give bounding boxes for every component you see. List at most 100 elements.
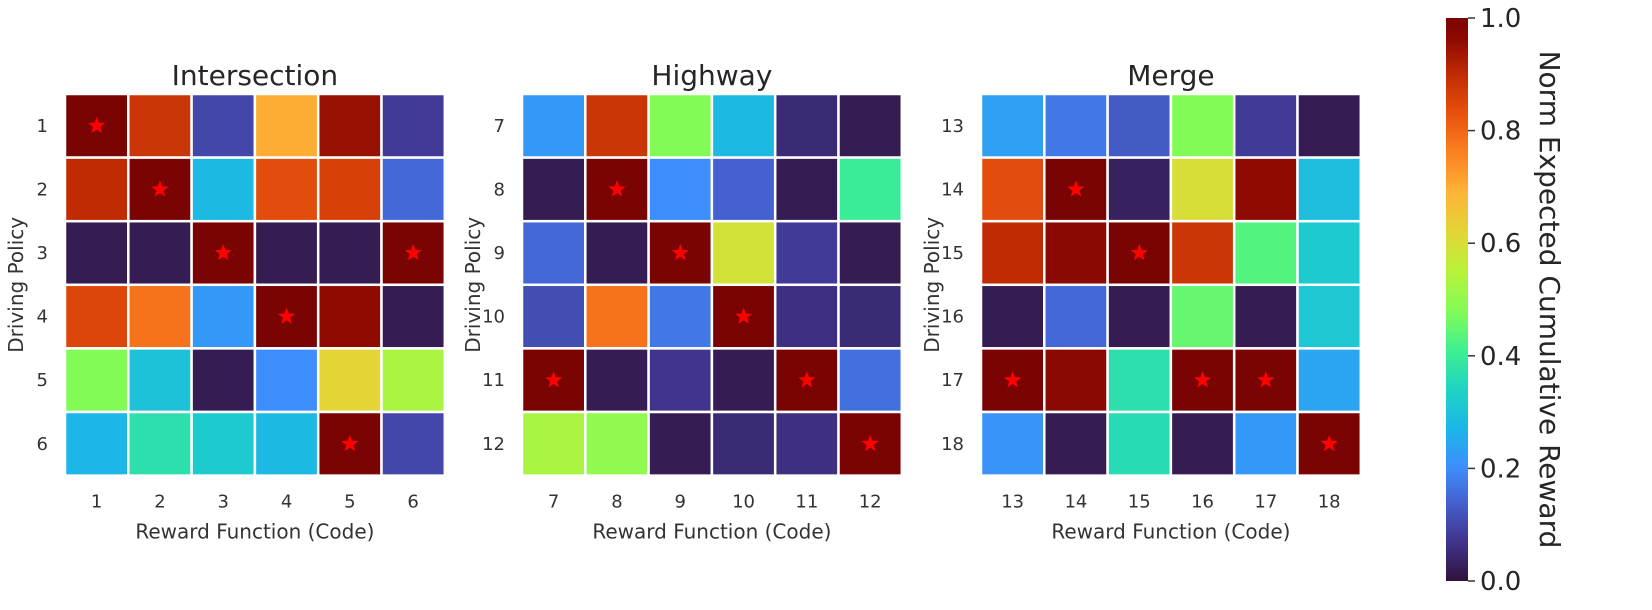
heatmap-cells bbox=[979, 92, 1363, 477]
heatmap-cell bbox=[1296, 156, 1363, 223]
heatmap-cell bbox=[380, 410, 447, 477]
y-axis-label: Driving Policy bbox=[4, 217, 28, 353]
heatmap-cell bbox=[63, 219, 130, 287]
y-tick-label: 4 bbox=[37, 307, 48, 328]
colorbar-tick-label: 0.8 bbox=[1480, 117, 1521, 147]
heatmap-cell bbox=[380, 347, 447, 414]
heatmap-cell bbox=[190, 283, 257, 350]
x-tick-label: 4 bbox=[281, 492, 292, 513]
x-tick-label: 9 bbox=[675, 492, 686, 513]
heatmap-cell bbox=[253, 410, 320, 477]
heatmap-cell bbox=[1106, 410, 1173, 477]
x-tick-label: 16 bbox=[1191, 492, 1214, 513]
star-marker bbox=[734, 307, 753, 324]
heatmap-panel-intersection: Intersection 1 2 3 4 5 6 1 2 3 4 5 6 Reward Function … bbox=[4, 59, 447, 544]
heatmap-cell bbox=[127, 92, 193, 159]
star-marker bbox=[1130, 244, 1148, 261]
heatmap-cell bbox=[1169, 156, 1236, 223]
y-tick-label: 12 bbox=[482, 434, 505, 455]
x-tick-label: 11 bbox=[795, 492, 818, 513]
heatmap-cell bbox=[127, 219, 193, 287]
x-tick-label: 14 bbox=[1064, 492, 1087, 513]
y-tick-label: 17 bbox=[941, 370, 964, 391]
heatmap-cell bbox=[520, 410, 587, 477]
heatmap-cell bbox=[773, 410, 840, 477]
star-marker bbox=[608, 180, 626, 197]
star-marker bbox=[1067, 180, 1085, 197]
colorbar-tick-label: 0.0 bbox=[1480, 567, 1521, 597]
x-tick-label: 12 bbox=[859, 492, 882, 513]
heatmap-cell bbox=[127, 347, 193, 414]
heatmap-cells bbox=[520, 92, 904, 477]
heatmap-cell bbox=[253, 156, 320, 223]
star-marker bbox=[861, 434, 879, 452]
heatmap-cell bbox=[1043, 219, 1109, 287]
star-marker bbox=[671, 244, 689, 261]
heatmap-cell bbox=[63, 347, 130, 414]
heatmap-cell bbox=[837, 156, 904, 223]
heatmap-panel-highway: Highway 7 8 9 10 11 12 7 8 9 10 11 12 Reward Function… bbox=[461, 59, 904, 544]
heatmap-cell bbox=[316, 92, 383, 159]
x-tick-label: 2 bbox=[154, 492, 165, 513]
y-tick-label: 15 bbox=[941, 243, 964, 264]
heatmap-cell bbox=[316, 156, 383, 223]
panel-title: Highway bbox=[651, 59, 772, 92]
heatmap-cell bbox=[190, 410, 257, 477]
colorbar-tick-label: 0.2 bbox=[1480, 454, 1521, 484]
x-tick-label: 10 bbox=[732, 492, 755, 513]
heatmap-cell bbox=[710, 156, 777, 223]
star-marker bbox=[341, 434, 359, 452]
star-marker bbox=[1257, 371, 1275, 388]
heatmap-cell bbox=[127, 410, 193, 477]
heatmap-cell bbox=[773, 283, 840, 350]
heatmap-cell bbox=[520, 92, 587, 159]
y-tick-label: 5 bbox=[37, 370, 48, 391]
heatmap-cell bbox=[63, 410, 130, 477]
heatmap-cell bbox=[837, 347, 904, 414]
y-tick-label: 3 bbox=[37, 243, 48, 264]
y-axis-label: Driving Policy bbox=[920, 217, 944, 353]
heatmap-cell bbox=[773, 219, 840, 287]
heatmap-cell bbox=[647, 347, 714, 414]
heatmap-cell bbox=[63, 156, 130, 223]
heatmap-cell bbox=[1232, 283, 1299, 350]
y-tick-label: 18 bbox=[941, 434, 964, 455]
heatmap-cell bbox=[1232, 156, 1299, 223]
star-marker bbox=[88, 116, 106, 134]
x-axis-label: Reward Function (Code) bbox=[135, 520, 374, 544]
x-axis-label: Reward Function (Code) bbox=[1051, 520, 1290, 544]
heatmap-cell bbox=[647, 283, 714, 350]
star-marker bbox=[404, 244, 422, 261]
heatmap-cell bbox=[584, 347, 650, 414]
y-tick-label: 14 bbox=[941, 179, 964, 200]
heatmap-cell bbox=[584, 410, 650, 477]
heatmap-cell bbox=[253, 219, 320, 287]
y-tick-label: 11 bbox=[482, 370, 505, 391]
heatmap-cell bbox=[773, 92, 840, 159]
x-tick-label: 3 bbox=[218, 492, 229, 513]
heatmap-cell bbox=[1106, 347, 1173, 414]
x-tick-label: 15 bbox=[1128, 492, 1151, 513]
star-marker bbox=[214, 244, 232, 261]
heatmap-cell bbox=[979, 156, 1046, 223]
heatmap-cell bbox=[1043, 92, 1109, 159]
y-tick-label: 8 bbox=[494, 179, 505, 200]
x-tick-label: 7 bbox=[548, 492, 559, 513]
x-tick-label: 17 bbox=[1254, 492, 1277, 513]
heatmap-cell bbox=[1232, 219, 1299, 287]
x-tick-label: 5 bbox=[344, 492, 355, 513]
heatmap-cell bbox=[1043, 347, 1109, 414]
colorbar-label: Norm Expected Cumulative Reward bbox=[1533, 51, 1566, 549]
panel-title: Merge bbox=[1127, 59, 1214, 92]
heatmap-cell bbox=[1169, 410, 1236, 477]
heatmap-cell bbox=[1106, 283, 1173, 350]
heatmap-cell bbox=[584, 283, 650, 350]
heatmap-cell bbox=[1043, 410, 1109, 477]
heatmap-cell bbox=[63, 283, 130, 350]
heatmap-cell bbox=[1296, 347, 1363, 414]
heatmap-cell bbox=[979, 283, 1046, 350]
heatmap-cell bbox=[1043, 283, 1109, 350]
heatmap-cell bbox=[979, 219, 1046, 287]
heatmap-cell bbox=[190, 347, 257, 414]
